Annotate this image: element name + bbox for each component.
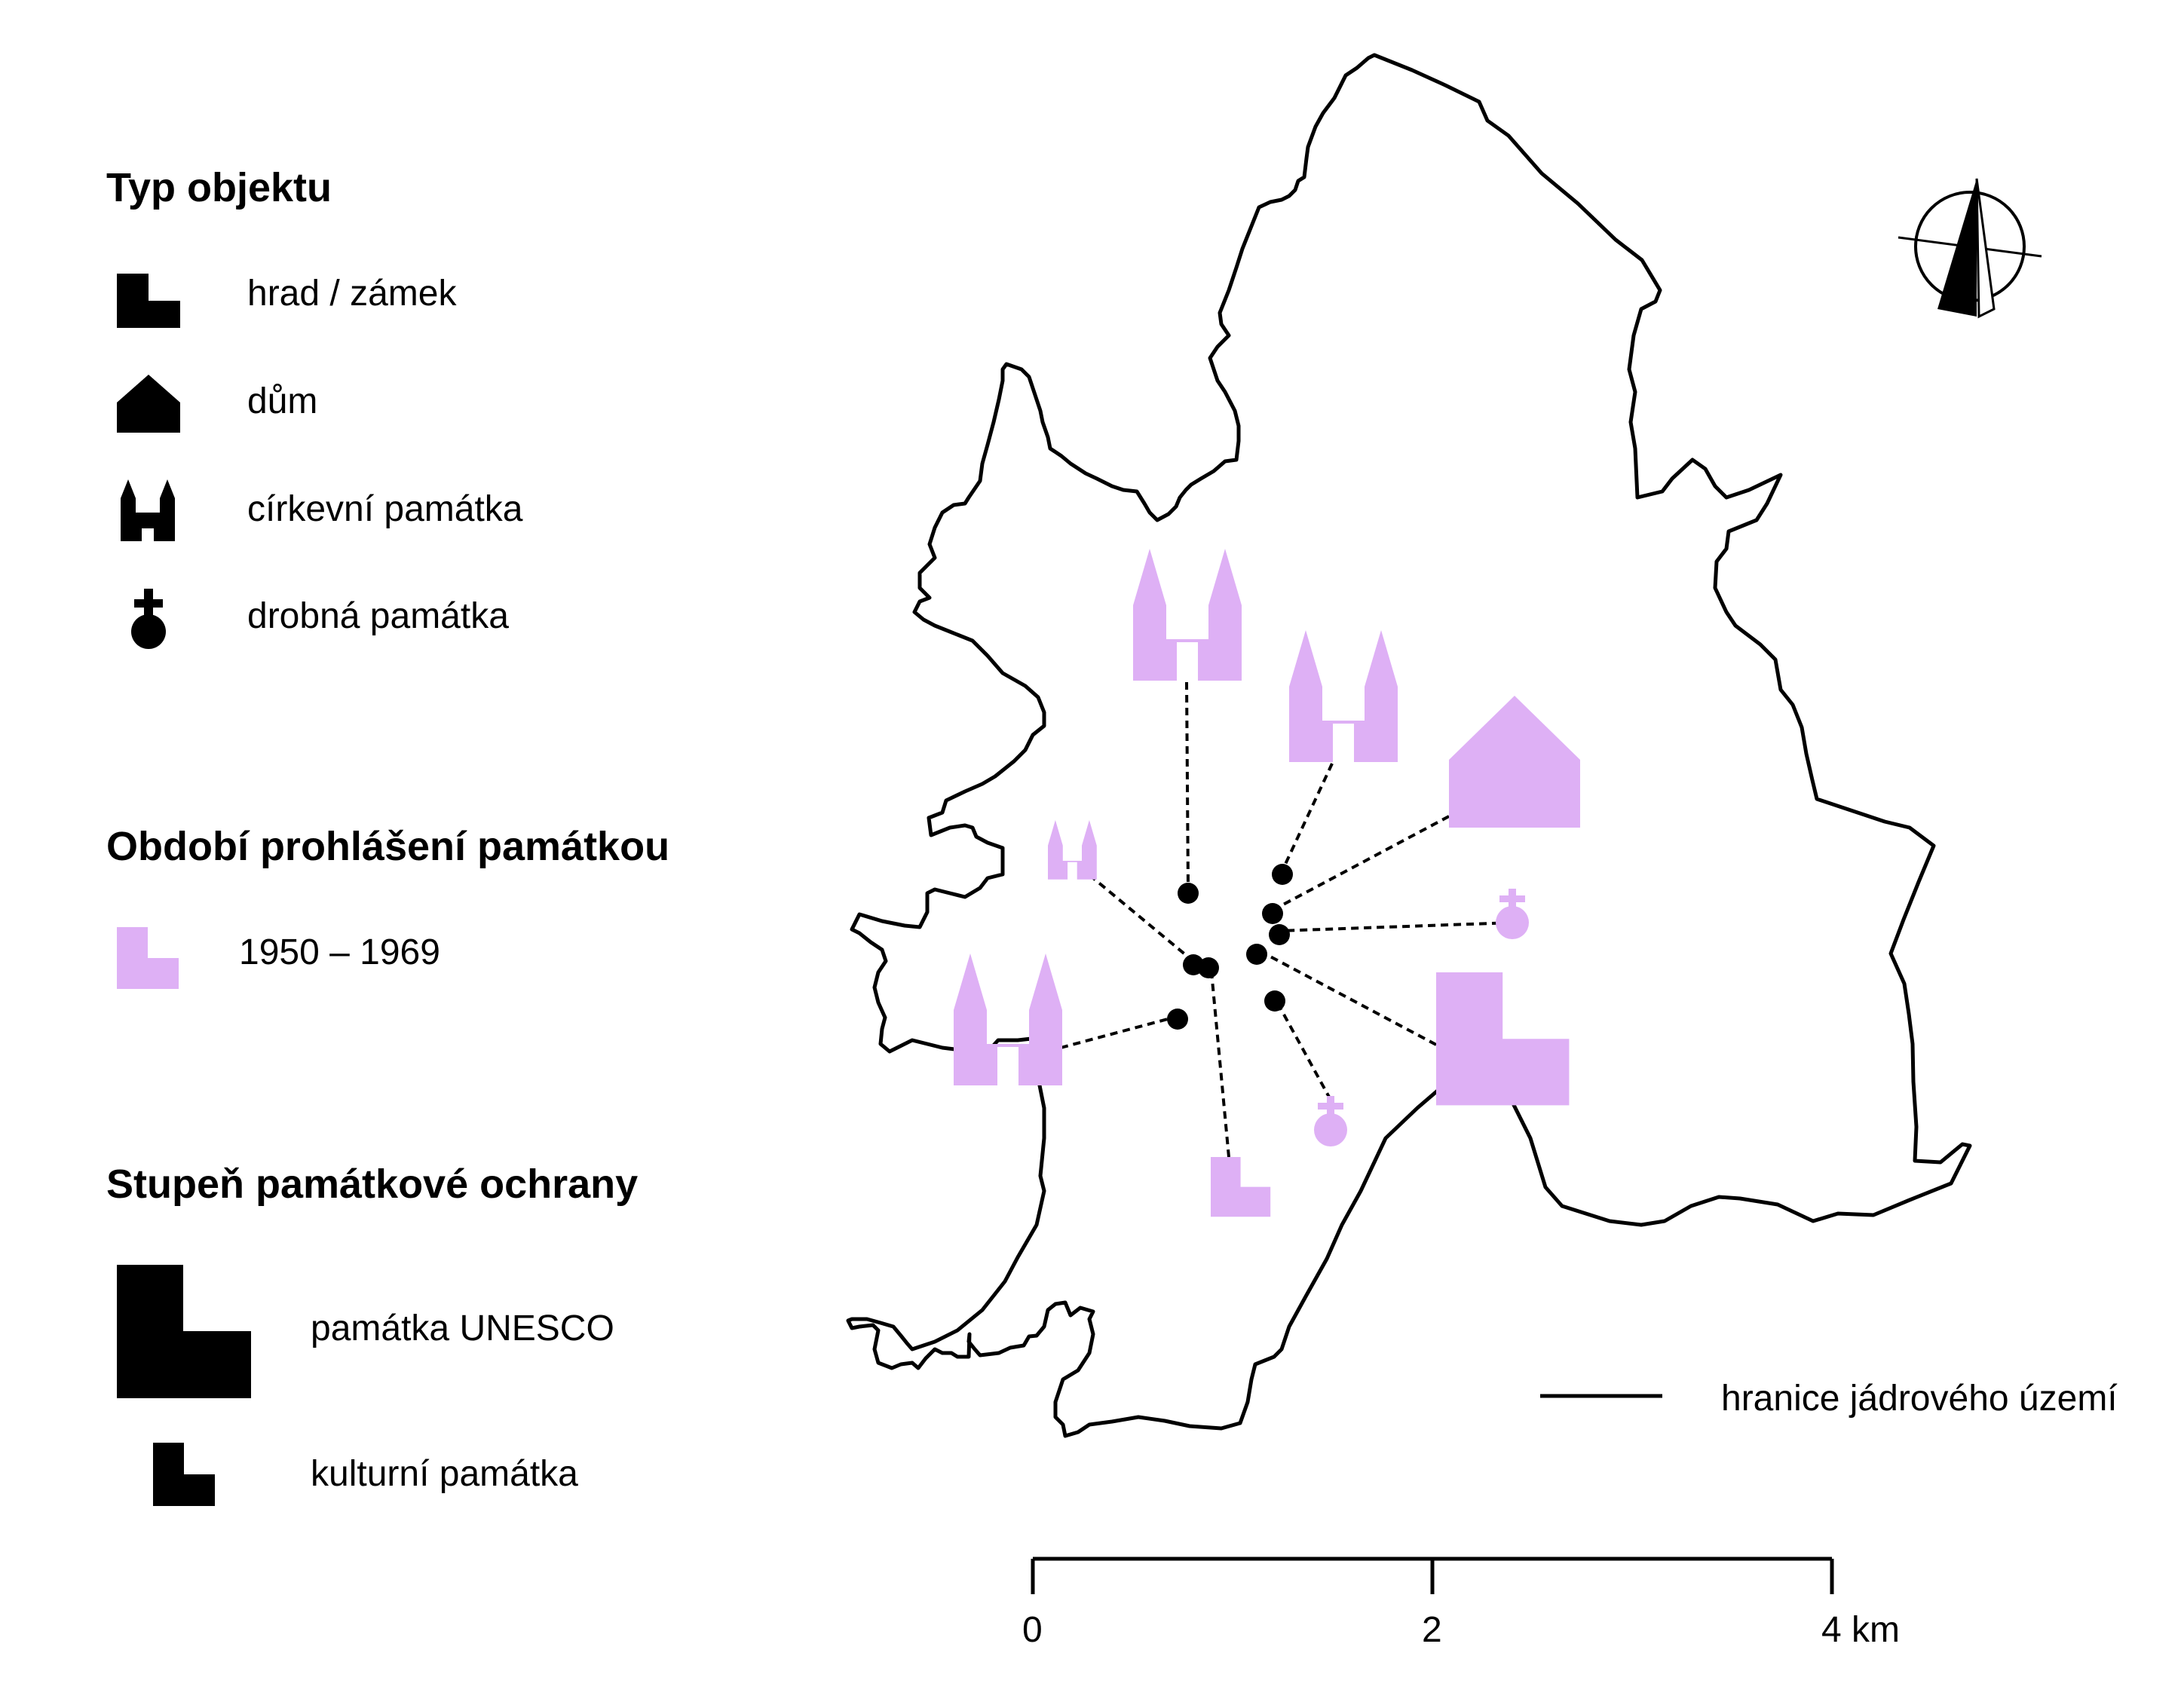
legend-label-boundary: hranice jádrového území: [1721, 1379, 2118, 1419]
legend-heading-protection: Stupeň památkové ochrany: [106, 1162, 639, 1207]
small-monument-symbol: [1496, 889, 1529, 939]
legend-heading-object-type: Typ objektu: [106, 165, 332, 210]
church-symbol: [954, 954, 1062, 1086]
monument-locations: [1167, 864, 1293, 1030]
legend-label-house: dům: [247, 381, 318, 421]
legend-label-unesco: památka UNESCO: [311, 1309, 614, 1348]
church-symbol-small: [1048, 820, 1097, 880]
period-swatch-icon: [117, 927, 179, 989]
location-dot: [1264, 990, 1285, 1012]
north-arrow-icon: [1898, 178, 2042, 319]
location-dot: [1178, 883, 1199, 904]
location-dot: [1167, 1009, 1188, 1030]
location-dot: [1183, 954, 1204, 975]
unesco-icon: [117, 1265, 251, 1398]
legend-label-period: 1950 – 1969: [239, 932, 440, 972]
legend-label-cultural-monument: kulturní památka: [311, 1454, 578, 1494]
castle-symbol: [1211, 1157, 1271, 1217]
location-dot: [1272, 864, 1293, 885]
location-dot: [1269, 924, 1290, 945]
house-icon: [117, 375, 180, 433]
cultural-monument-icon: [153, 1443, 215, 1506]
location-dot: [1246, 944, 1267, 965]
house-symbol: [1449, 696, 1580, 828]
church-symbol: [1133, 549, 1242, 681]
church-icon: [121, 479, 175, 541]
small-monument-symbol: [1314, 1096, 1347, 1146]
scale-label-0: 0: [1022, 1610, 1043, 1650]
castle-icon: [117, 274, 180, 328]
legend-label-church: církevní památka: [247, 489, 523, 529]
church-symbol: [1289, 630, 1398, 763]
legend-label-small-monument: drobná památka: [247, 596, 509, 636]
castle-unesco-symbol: [1436, 972, 1570, 1106]
location-dot: [1262, 903, 1283, 924]
legend-label-castle: hrad / zámek: [247, 274, 457, 314]
legend-heading-period: Období prohlášení památkou: [106, 824, 670, 869]
monument-symbols: [954, 549, 1580, 1217]
core-territory-boundary: [846, 53, 1972, 1438]
scale-label-4km: 4 km: [1821, 1610, 1901, 1650]
scale-label-2: 2: [1422, 1610, 1442, 1650]
small-monument-icon: [131, 589, 166, 649]
leader-lines: [1060, 681, 1513, 1158]
scale-bar: [1031, 1557, 1834, 1594]
